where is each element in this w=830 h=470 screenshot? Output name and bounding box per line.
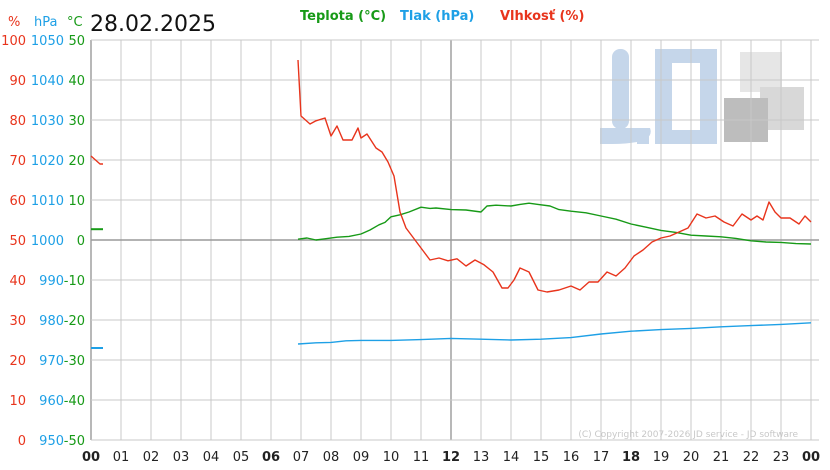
- pressure-line: [297, 322, 812, 345]
- legend-temperature: Teplota (°C): [300, 9, 386, 24]
- hour-tick: 02: [143, 450, 160, 465]
- data-series: [90, 59, 812, 349]
- hour-tick: 12: [442, 450, 460, 465]
- humidity-tick: 30: [9, 314, 26, 329]
- hour-tick: 01: [113, 450, 130, 465]
- hour-tick: 10: [383, 450, 400, 465]
- pressure-tick: 1000: [31, 234, 64, 249]
- hour-tick: 04: [203, 450, 220, 465]
- temperature-unit-label: °C: [67, 15, 83, 30]
- hour-tick: 15: [533, 450, 550, 465]
- humidity-tick: 80: [9, 114, 26, 129]
- chart-date: 28.02.2025: [90, 12, 216, 37]
- hour-tick: 06: [262, 450, 280, 465]
- hour-tick: 20: [683, 450, 700, 465]
- pressure-tick: 950: [39, 434, 64, 449]
- hour-tick: 22: [743, 450, 760, 465]
- temperature-tick: 50: [68, 34, 85, 49]
- copyright-text: (C) Copyright 2007-2026 JD service - JD …: [578, 430, 798, 440]
- temperature-tick: 40: [68, 74, 85, 89]
- pressure-tick: 1030: [31, 114, 64, 129]
- temperature-tick: -10: [64, 274, 85, 289]
- hour-tick: 11: [413, 450, 430, 465]
- hour-tick: 18: [622, 450, 640, 465]
- pressure-tick: 990: [39, 274, 64, 289]
- hour-tick: 03: [173, 450, 190, 465]
- hour-tick: 16: [563, 450, 580, 465]
- legend-humidity: Vlhkosť (%): [500, 9, 584, 24]
- x-axis-ticks: 00 01 02 03 04 05 06 07 08 09 10 11 12 13 14 15 16 17 18 19…: [82, 450, 820, 465]
- temperature-tick: -40: [64, 394, 85, 409]
- temperature-tick: -30: [64, 354, 85, 369]
- legend-pressure: Tlak (hPa): [400, 9, 474, 24]
- humidity-tick: 60: [9, 194, 26, 209]
- humidity-tick: 90: [9, 74, 26, 89]
- humidity-line: [297, 59, 812, 293]
- temperature-tick: 10: [68, 194, 85, 209]
- temperature-tick: 0: [77, 234, 85, 249]
- pressure-tick: 960: [39, 394, 64, 409]
- hour-tick: 14: [503, 450, 520, 465]
- humidity-line: [90, 155, 103, 165]
- hour-tick: 07: [293, 450, 310, 465]
- pressure-tick: 970: [39, 354, 64, 369]
- hour-tick: 23: [773, 450, 790, 465]
- humidity-tick: 0: [18, 434, 26, 449]
- temperature-line: [297, 202, 812, 245]
- pressure-tick: 1040: [31, 74, 64, 89]
- humidity-tick: 20: [9, 354, 26, 369]
- pressure-tick: 1010: [31, 194, 64, 209]
- hour-tick: 19: [653, 450, 670, 465]
- temperature-tick: 30: [68, 114, 85, 129]
- hour-tick: 08: [323, 450, 340, 465]
- pressure-unit-label: hPa: [34, 15, 57, 30]
- temperature-tick: 20: [68, 154, 85, 169]
- y-axis-ticks: 1009080706050403020100105010401030102010…: [1, 34, 85, 449]
- pressure-tick: 1020: [31, 154, 64, 169]
- hour-tick: 13: [473, 450, 490, 465]
- hour-tick: 00: [82, 450, 100, 465]
- temperature-tick: -50: [64, 434, 85, 449]
- hour-tick: 09: [353, 450, 370, 465]
- humidity-tick: 100: [1, 34, 26, 49]
- humidity-tick: 40: [9, 274, 26, 289]
- grid-lines: [90, 39, 819, 441]
- humidity-unit-label: %: [8, 15, 20, 30]
- hour-tick: 17: [593, 450, 610, 465]
- humidity-tick: 50: [9, 234, 26, 249]
- hour-tick: 00: [802, 450, 820, 465]
- humidity-tick: 70: [9, 154, 26, 169]
- temperature-tick: -20: [64, 314, 85, 329]
- pressure-tick: 980: [39, 314, 64, 329]
- hour-tick: 21: [713, 450, 730, 465]
- hour-tick: 05: [233, 450, 250, 465]
- pressure-tick: 1050: [31, 34, 64, 49]
- humidity-tick: 10: [9, 394, 26, 409]
